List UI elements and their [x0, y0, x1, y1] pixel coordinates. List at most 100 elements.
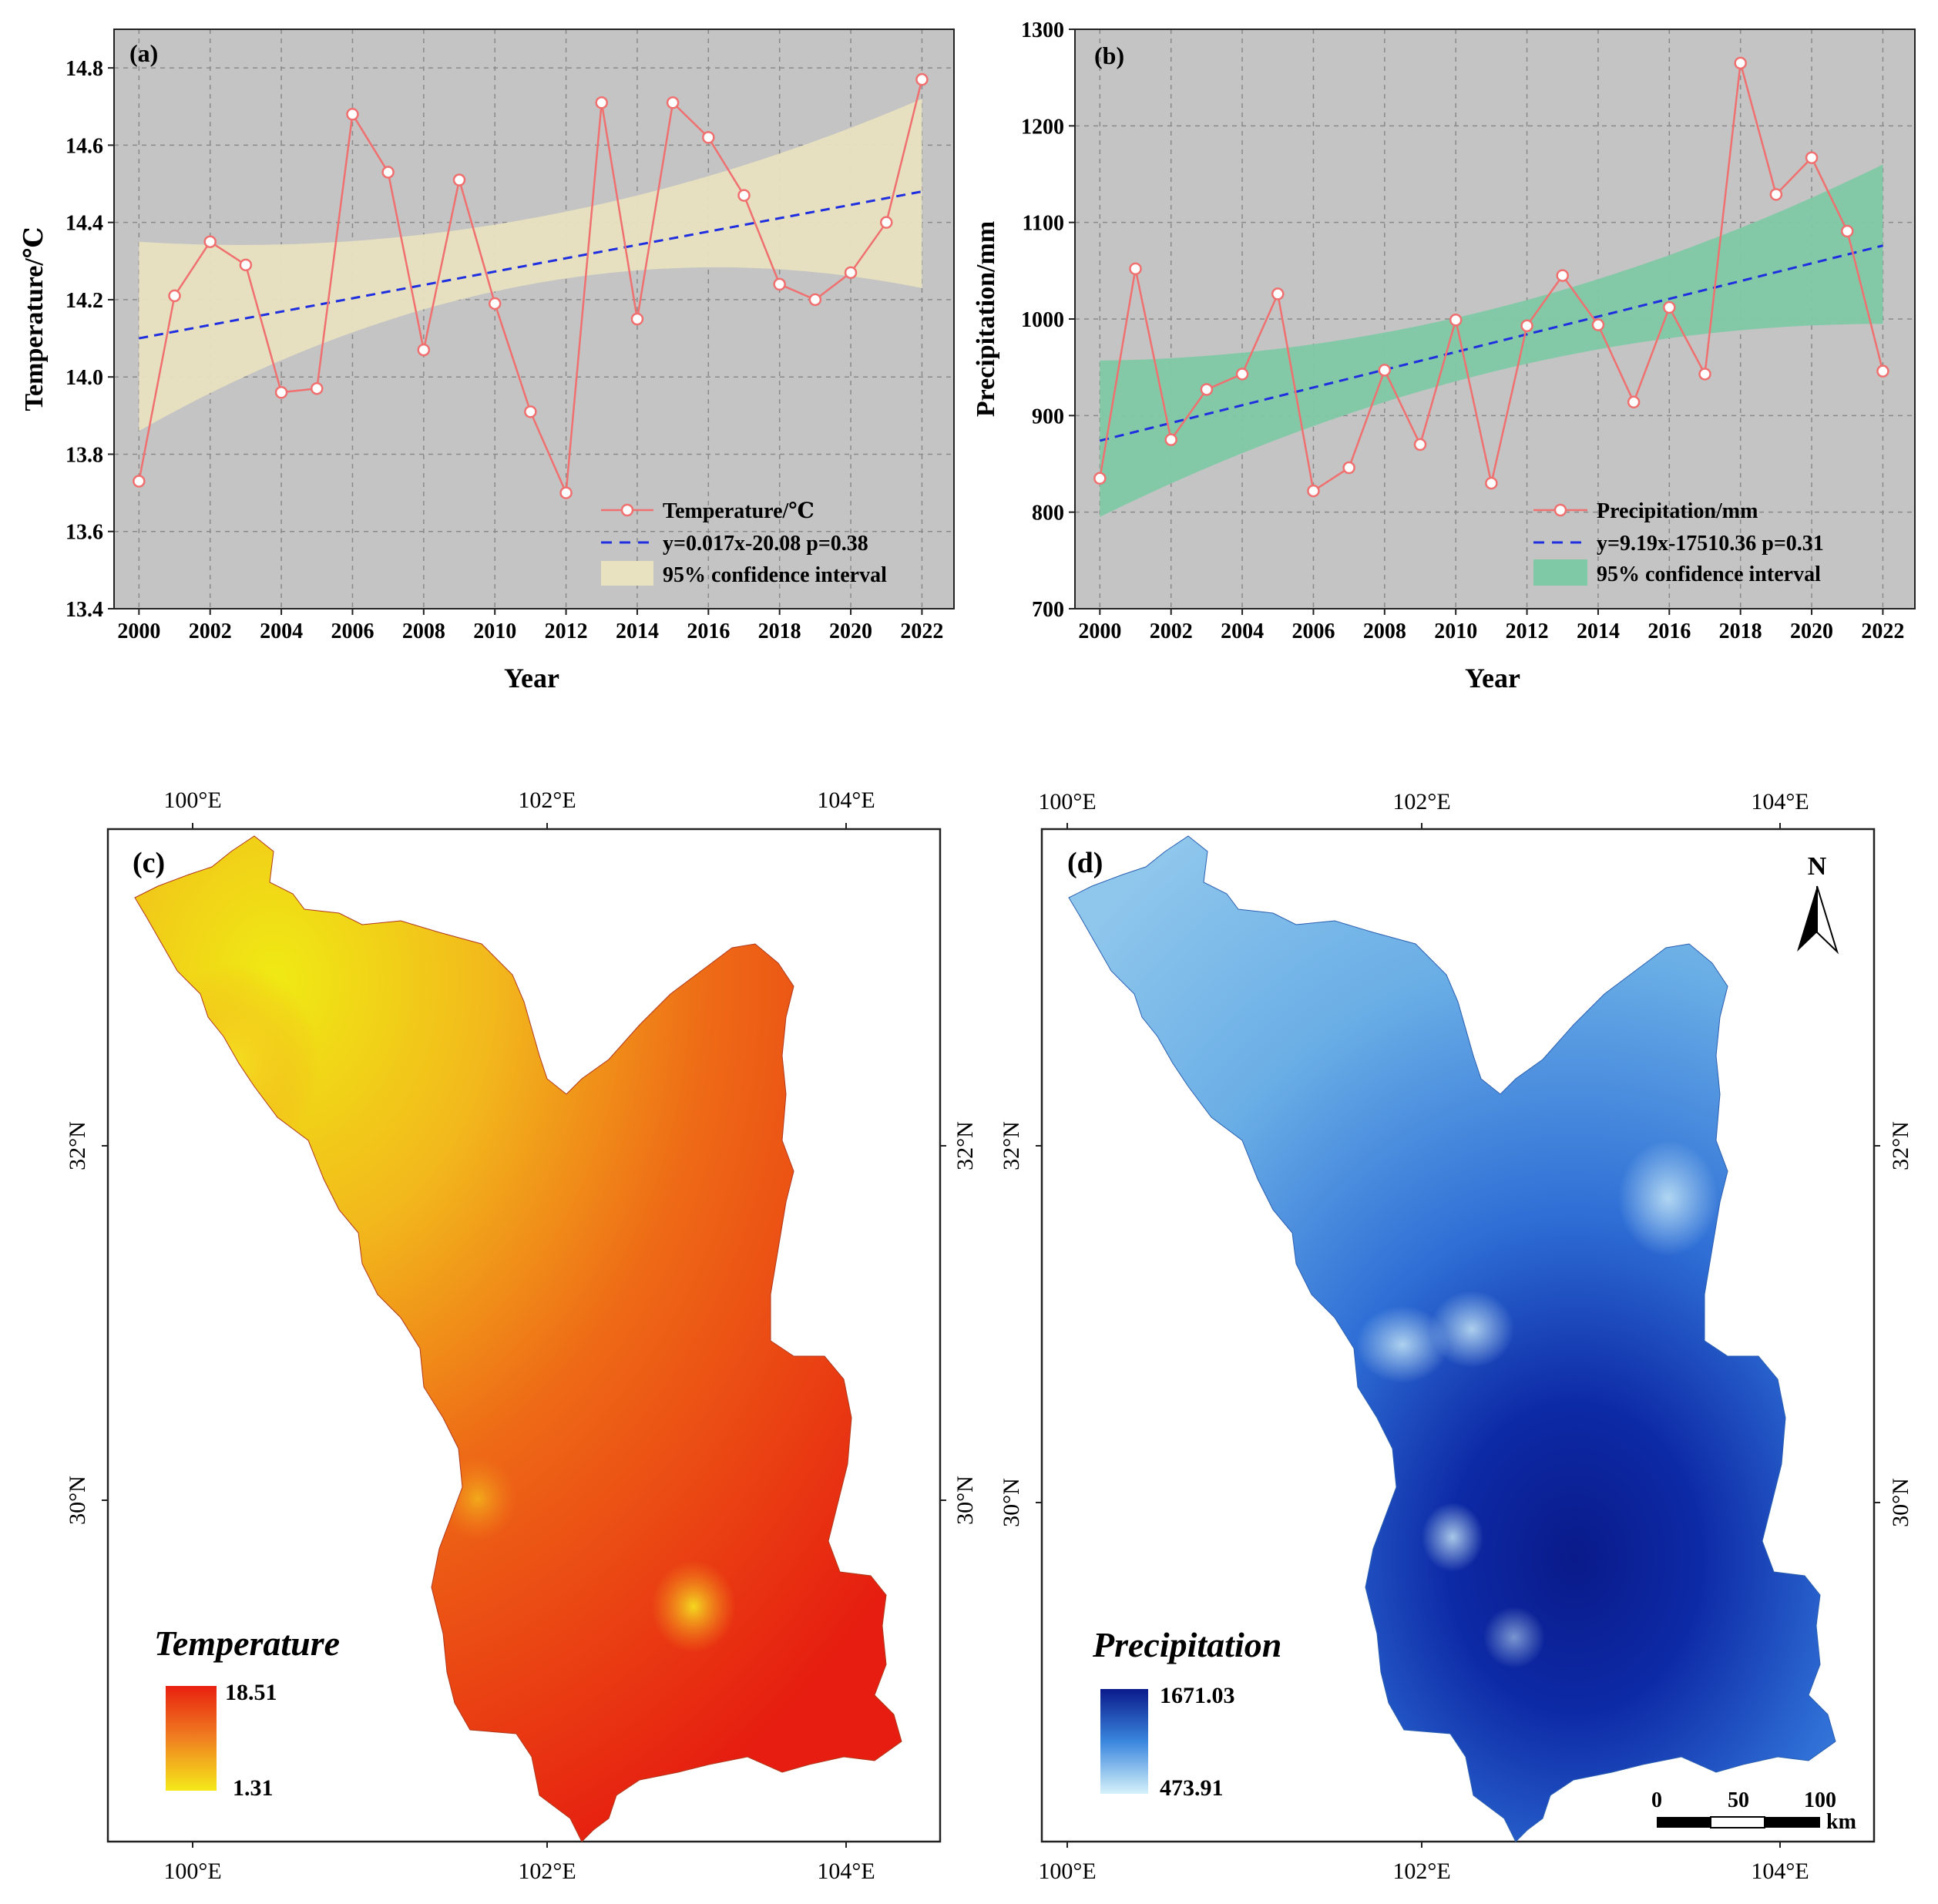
north-label: N: [1808, 852, 1827, 881]
x-tick-label: 2000: [1078, 620, 1121, 643]
x-tick-label: 2008: [402, 620, 445, 643]
data-point: [737, 189, 751, 202]
scale-label-100: 100: [1804, 1788, 1836, 1812]
chart-b: 2000 2002 2004 2006 2008 2010 2012 2014 2016 2018…: [972, 18, 1916, 693]
confidence-band-b: [1100, 164, 1883, 517]
x-tick-label: 2020: [829, 620, 872, 643]
x-tick-label: 2008: [1363, 620, 1406, 643]
data-point: [346, 108, 359, 121]
data-point: [1485, 476, 1498, 490]
data-point: [1129, 262, 1142, 276]
lon-tick-bottom-104-c: 104°E: [817, 1859, 875, 1884]
confidence-band-a: [139, 99, 922, 432]
colorbar-title-c: Temperature: [154, 1624, 340, 1663]
panel-label-c: (c): [133, 847, 165, 879]
y-tick-label: 14.6: [65, 134, 103, 158]
legend-b: Precipitation/mm y=9.19x-17510.36 p=0.31…: [1533, 499, 1824, 586]
x-axis-ticks-a: 2000 2002 2004 2006 2008 2010 2012 2014 2016 2018…: [117, 609, 943, 643]
data-point: [559, 486, 573, 499]
panel-label-b: (b): [1094, 42, 1124, 69]
y-tick-label: 14.4: [65, 212, 103, 236]
lon-tick-top-102-d: 102°E: [1392, 789, 1450, 814]
data-point: [595, 96, 609, 109]
lat-tick-left-30-d: 30°N: [999, 1478, 1024, 1527]
colorbar-max-c: 18.51: [225, 1680, 277, 1705]
data-point: [1556, 269, 1570, 282]
chart-a: 2000 2002 2004 2006 2008 2010 2012 2014 2016 2018…: [20, 29, 955, 693]
data-point: [1235, 368, 1249, 381]
data-point: [1698, 368, 1711, 381]
y-tick-label: 1300: [1021, 18, 1064, 42]
precipitation-points: [1093, 56, 1889, 498]
plot-frame-a: [113, 29, 955, 609]
data-point: [311, 381, 324, 395]
data-point: [879, 216, 893, 229]
lat-tick-right-32-d: 32°N: [1888, 1121, 1913, 1170]
lon-tick-top-100-c: 100°E: [163, 787, 221, 813]
y-tick-label: 1000: [1021, 308, 1064, 332]
data-point: [1876, 364, 1889, 378]
x-tick-label: 2002: [189, 620, 232, 643]
data-point: [844, 266, 858, 280]
data-point: [168, 289, 181, 303]
x-tick-label: 2006: [1291, 620, 1335, 643]
legend-trend-label-a: y=0.017x-20.08 p=0.38: [663, 532, 868, 556]
legend-temperature-label: Temperature/℃: [663, 499, 814, 523]
y-axis-ticks-a: 13.4 13.6 13.8 14.0 14.2 14.4 14.6 14.8: [65, 57, 114, 622]
x-tick-label: 2012: [545, 620, 588, 643]
x-tick-label: 2004: [1221, 620, 1264, 643]
colorbar-c: Temperature 18.51 1.31: [154, 1624, 340, 1801]
trend-line-b: [1099, 244, 1883, 442]
data-point: [1093, 472, 1107, 485]
lon-tick-top-102-c: 102°E: [518, 787, 576, 813]
scale-label-0: 0: [1651, 1788, 1662, 1812]
lat-tick-right-32-c: 32°N: [952, 1121, 978, 1170]
x-tick-label: 2002: [1150, 620, 1193, 643]
data-point: [1520, 319, 1533, 333]
data-point: [452, 173, 466, 186]
legend-trend-label-b: y=9.19x-17510.36 p=0.31: [1597, 532, 1824, 556]
x-tick-label: 2018: [1719, 620, 1762, 643]
panel-label-a: (a): [129, 39, 158, 67]
x-tick-label: 2022: [1861, 620, 1904, 643]
x-axis-ticks-b: 2000 2002 2004 2006 2008 2010 2012 2014 2016 2018…: [1078, 609, 1904, 643]
x-tick-label: 2000: [117, 620, 160, 643]
data-point: [1591, 318, 1605, 331]
data-point: [1769, 188, 1783, 201]
temperature-points: [133, 72, 929, 499]
legend-precipitation-label: Precipitation/mm: [1597, 499, 1758, 523]
lon-tick-bottom-100-c: 100°E: [163, 1859, 221, 1884]
lon-tick-bottom-104-d: 104°E: [1751, 1859, 1809, 1884]
data-point: [1164, 433, 1177, 446]
data-point: [1627, 395, 1641, 409]
lon-tick-top-104-c: 104°E: [817, 787, 875, 813]
y-tick-label: 14.2: [65, 289, 103, 313]
legend-a: Temperature/℃ y=0.017x-20.08 p=0.38 95% …: [601, 499, 887, 587]
data-point: [808, 293, 822, 307]
data-point: [1734, 56, 1747, 70]
data-point: [203, 235, 217, 248]
data-point: [915, 72, 929, 86]
x-axis-label-b: Year: [1465, 663, 1520, 693]
x-tick-label: 2018: [758, 620, 801, 643]
data-point: [666, 96, 680, 109]
x-tick-label: 2010: [1434, 620, 1477, 643]
map-d: (d) N 0 50 100 km Precipitation 1671.03 …: [999, 789, 1913, 1884]
y-tick-label: 1200: [1021, 115, 1064, 139]
lat-tick-left-32-c: 32°N: [65, 1121, 90, 1170]
panel-label-d: (d): [1067, 847, 1103, 879]
map-c: (c) Temperature 18.51 1.31 100°E 102°E 1…: [65, 787, 978, 1884]
north-arrow: N: [1797, 852, 1839, 955]
scale-label-50: 50: [1728, 1788, 1749, 1812]
x-tick-label: 2014: [1577, 620, 1620, 643]
x-tick-label: 2020: [1790, 620, 1833, 643]
data-point: [488, 297, 502, 311]
scale-bar: 0 50 100 km: [1651, 1788, 1856, 1834]
x-tick-label: 2016: [1647, 620, 1691, 643]
scale-unit: km: [1826, 1810, 1856, 1834]
data-point: [1378, 364, 1392, 377]
lon-tick-bottom-100-d: 100°E: [1038, 1859, 1096, 1884]
data-point: [1307, 484, 1320, 498]
data-point: [1200, 383, 1214, 396]
